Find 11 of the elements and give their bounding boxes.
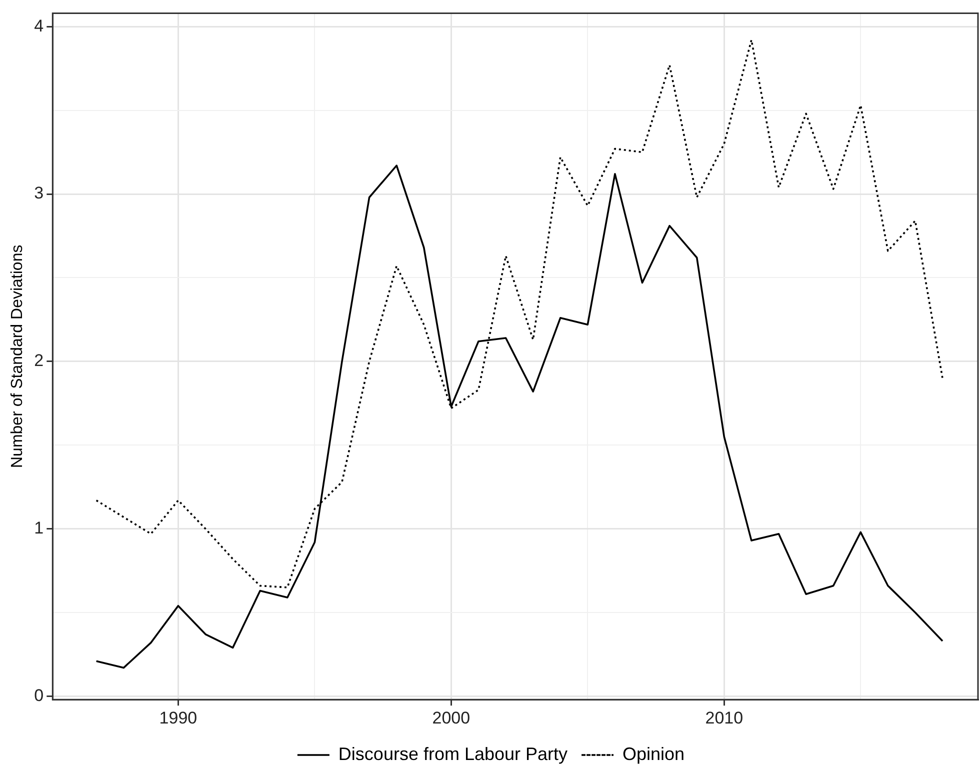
legend-label: Discourse from Labour Party (338, 744, 568, 764)
x-tick-label: 2010 (705, 708, 744, 728)
x-tick-label: 1990 (159, 708, 198, 728)
y-tick-label: 3 (34, 184, 44, 203)
x-tick-label: 2000 (432, 708, 470, 728)
y-tick-label: 4 (34, 16, 44, 36)
y-tick-label: 1 (34, 518, 44, 538)
y-tick-label: 2 (34, 351, 44, 370)
y-tick-label: 0 (34, 686, 44, 705)
y-axis-title: Number of Standard Deviations (9, 244, 26, 468)
legend-label: Opinion (622, 744, 685, 764)
